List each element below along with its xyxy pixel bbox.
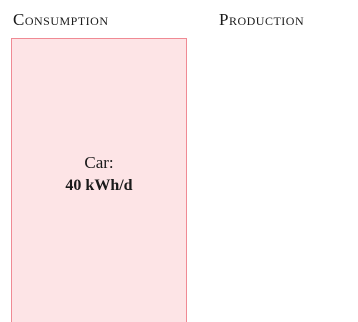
bar-label-car: Car: xyxy=(84,153,113,172)
bar-car xyxy=(11,38,187,322)
bar-value-car: 40 kWh/d xyxy=(65,177,132,194)
consumption-column-title: Consumption xyxy=(13,10,109,29)
production-column-title: Production xyxy=(219,10,305,29)
